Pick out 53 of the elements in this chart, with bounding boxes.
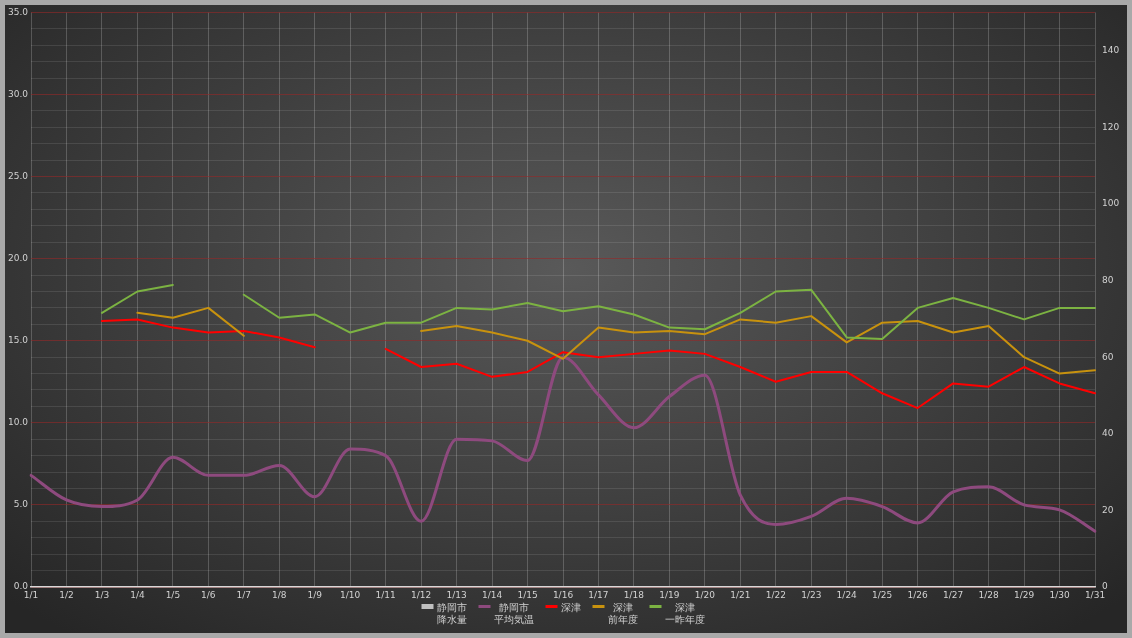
y-tick-label: 15.0 [7,335,29,346]
y-tick-label: 0.0 [13,581,29,592]
x-tick-label: 1/1 [23,589,39,600]
x-tick-label: 1/20 [694,589,716,600]
x-tick-label: 1/5 [165,589,181,600]
x-tick-label: 1/13 [446,589,467,600]
y2-tick-label: 40 [1102,428,1114,439]
x-tick-label: 1/23 [801,589,822,600]
legend-label: 静岡市平均気温 [493,602,534,625]
y2-tick-label: 140 [1102,45,1120,56]
y2-tick-label: 80 [1102,274,1114,285]
x-tick-label: 1/9 [307,589,323,600]
x-tick-label: 1/18 [623,589,645,600]
y-tick-label: 5.0 [13,499,29,510]
x-tick-label: 1/11 [375,589,396,600]
x-tick-label: 1/6 [201,589,216,600]
x-tick-label: 1/7 [236,589,252,600]
y-tick-label: 25.0 [7,170,29,181]
x-tick-label: 1/14 [481,589,503,600]
y-tick-label: 30.0 [7,88,29,99]
x-tick-label: 1/15 [517,589,538,600]
x-tick-label: 1/3 [94,589,110,600]
x-tick-label: 1/26 [907,589,929,600]
y-tick-label: 20.0 [7,253,29,263]
legend-label: 深津 [560,602,581,613]
x-tick-label: 1/30 [1049,589,1070,600]
y2-tick-label: 0 [1102,581,1108,592]
x-tick-label: 1/21 [730,589,751,600]
y-tick-label: 10.0 [7,417,29,428]
y2-tick-label: 60 [1102,351,1114,362]
x-tick-label: 1/22 [765,589,786,600]
legend-label: 静岡市降水量 [436,602,467,625]
y2-tick-label: 120 [1102,121,1120,132]
y2-tick-label: 100 [1102,198,1120,209]
x-tick-label: 1/8 [272,589,287,600]
x-tick-label: 1/2 [59,589,74,600]
x-tick-label: 1/16 [552,589,574,600]
legend-label: 深津前年度 [607,602,638,625]
legend-label: 深津一昨年度 [664,602,705,625]
x-tick-label: 1/10 [340,589,361,600]
x-tick-label: 1/27 [943,589,964,600]
x-tick-label: 1/24 [836,589,858,600]
y-tick-label: 35.0 [7,6,29,17]
y2-tick-label: 20 [1102,504,1114,515]
x-tick-label: 1/19 [659,589,680,600]
line-series [29,355,1097,533]
x-tick-label: 1/29 [1013,589,1035,600]
x-tick-label: 1/25 [872,589,893,600]
x-tick-label: 1/4 [130,589,145,600]
x-tick-label: 1/31 [1084,589,1106,600]
x-tick-label: 1/12 [411,589,432,600]
x-tick-label: 1/17 [588,589,609,600]
x-tick-label: 1/28 [978,589,999,600]
